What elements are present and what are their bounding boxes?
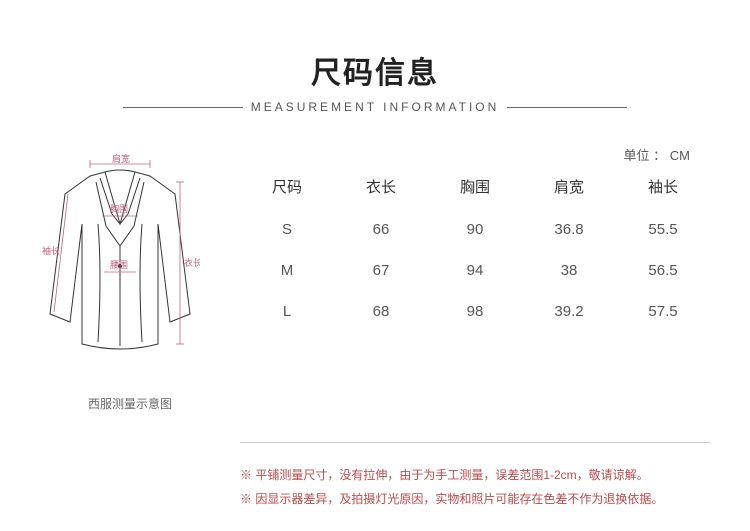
subtitle: MEASUREMENT INFORMATION	[251, 100, 500, 114]
diagram-caption: 西服测量示意图	[40, 395, 220, 412]
table-row: L 68 98 39.2 57.5	[240, 291, 710, 332]
divider-right	[507, 107, 627, 108]
garment-diagram: 肩宽 胸围 腰围 袖长 衣长	[40, 154, 200, 384]
divider-left	[123, 107, 243, 108]
page-title: 尺码信息	[0, 48, 750, 92]
content-area: 肩宽 胸围 腰围 袖长 衣长	[0, 144, 750, 412]
unit-label: 单位 ： CM	[624, 145, 690, 164]
note-line-2: ※ 因显示器差异，及拍摄灯光原因，实物和照片可能存在色差不作为退换依据。	[240, 487, 710, 511]
table-row: S 66 90 36.8 55.5	[240, 209, 710, 250]
col-bust: 胸围	[428, 164, 522, 209]
col-length: 衣长	[334, 164, 428, 209]
table-header-row: 尺码 衣长 胸围 肩宽 袖长	[240, 164, 710, 209]
size-table: 尺码 衣长 胸围 肩宽 袖长 S 66 90 36.8 55.5 M 67	[240, 164, 710, 332]
table-area: 尺码 衣长 胸围 肩宽 袖长 S 66 90 36.8 55.5 M 67	[220, 144, 710, 412]
header-section: 尺码信息 MEASUREMENT INFORMATION	[0, 0, 750, 114]
label-bust: 胸围	[110, 203, 128, 214]
col-shoulder: 肩宽	[522, 164, 616, 209]
col-size: 尺码	[240, 164, 334, 209]
col-sleeve: 袖长	[616, 164, 710, 209]
label-shoulder: 肩宽	[112, 154, 130, 164]
label-sleeve: 袖长	[42, 245, 60, 256]
note-line-1: ※ 平铺测量尺寸，没有拉伸，由于为手工测量，误差范围1-2cm，敬请谅解。	[240, 463, 710, 487]
subtitle-row: MEASUREMENT INFORMATION	[0, 100, 750, 114]
notes-section: ※ 平铺测量尺寸，没有拉伸，由于为手工测量，误差范围1-2cm，敬请谅解。 ※ …	[240, 442, 710, 511]
diagram-area: 肩宽 胸围 腰围 袖长 衣长	[40, 144, 220, 412]
label-length: 衣长	[184, 257, 200, 268]
table-row: M 67 94 38 56.5	[240, 250, 710, 291]
label-waist: 腰围	[110, 260, 128, 270]
